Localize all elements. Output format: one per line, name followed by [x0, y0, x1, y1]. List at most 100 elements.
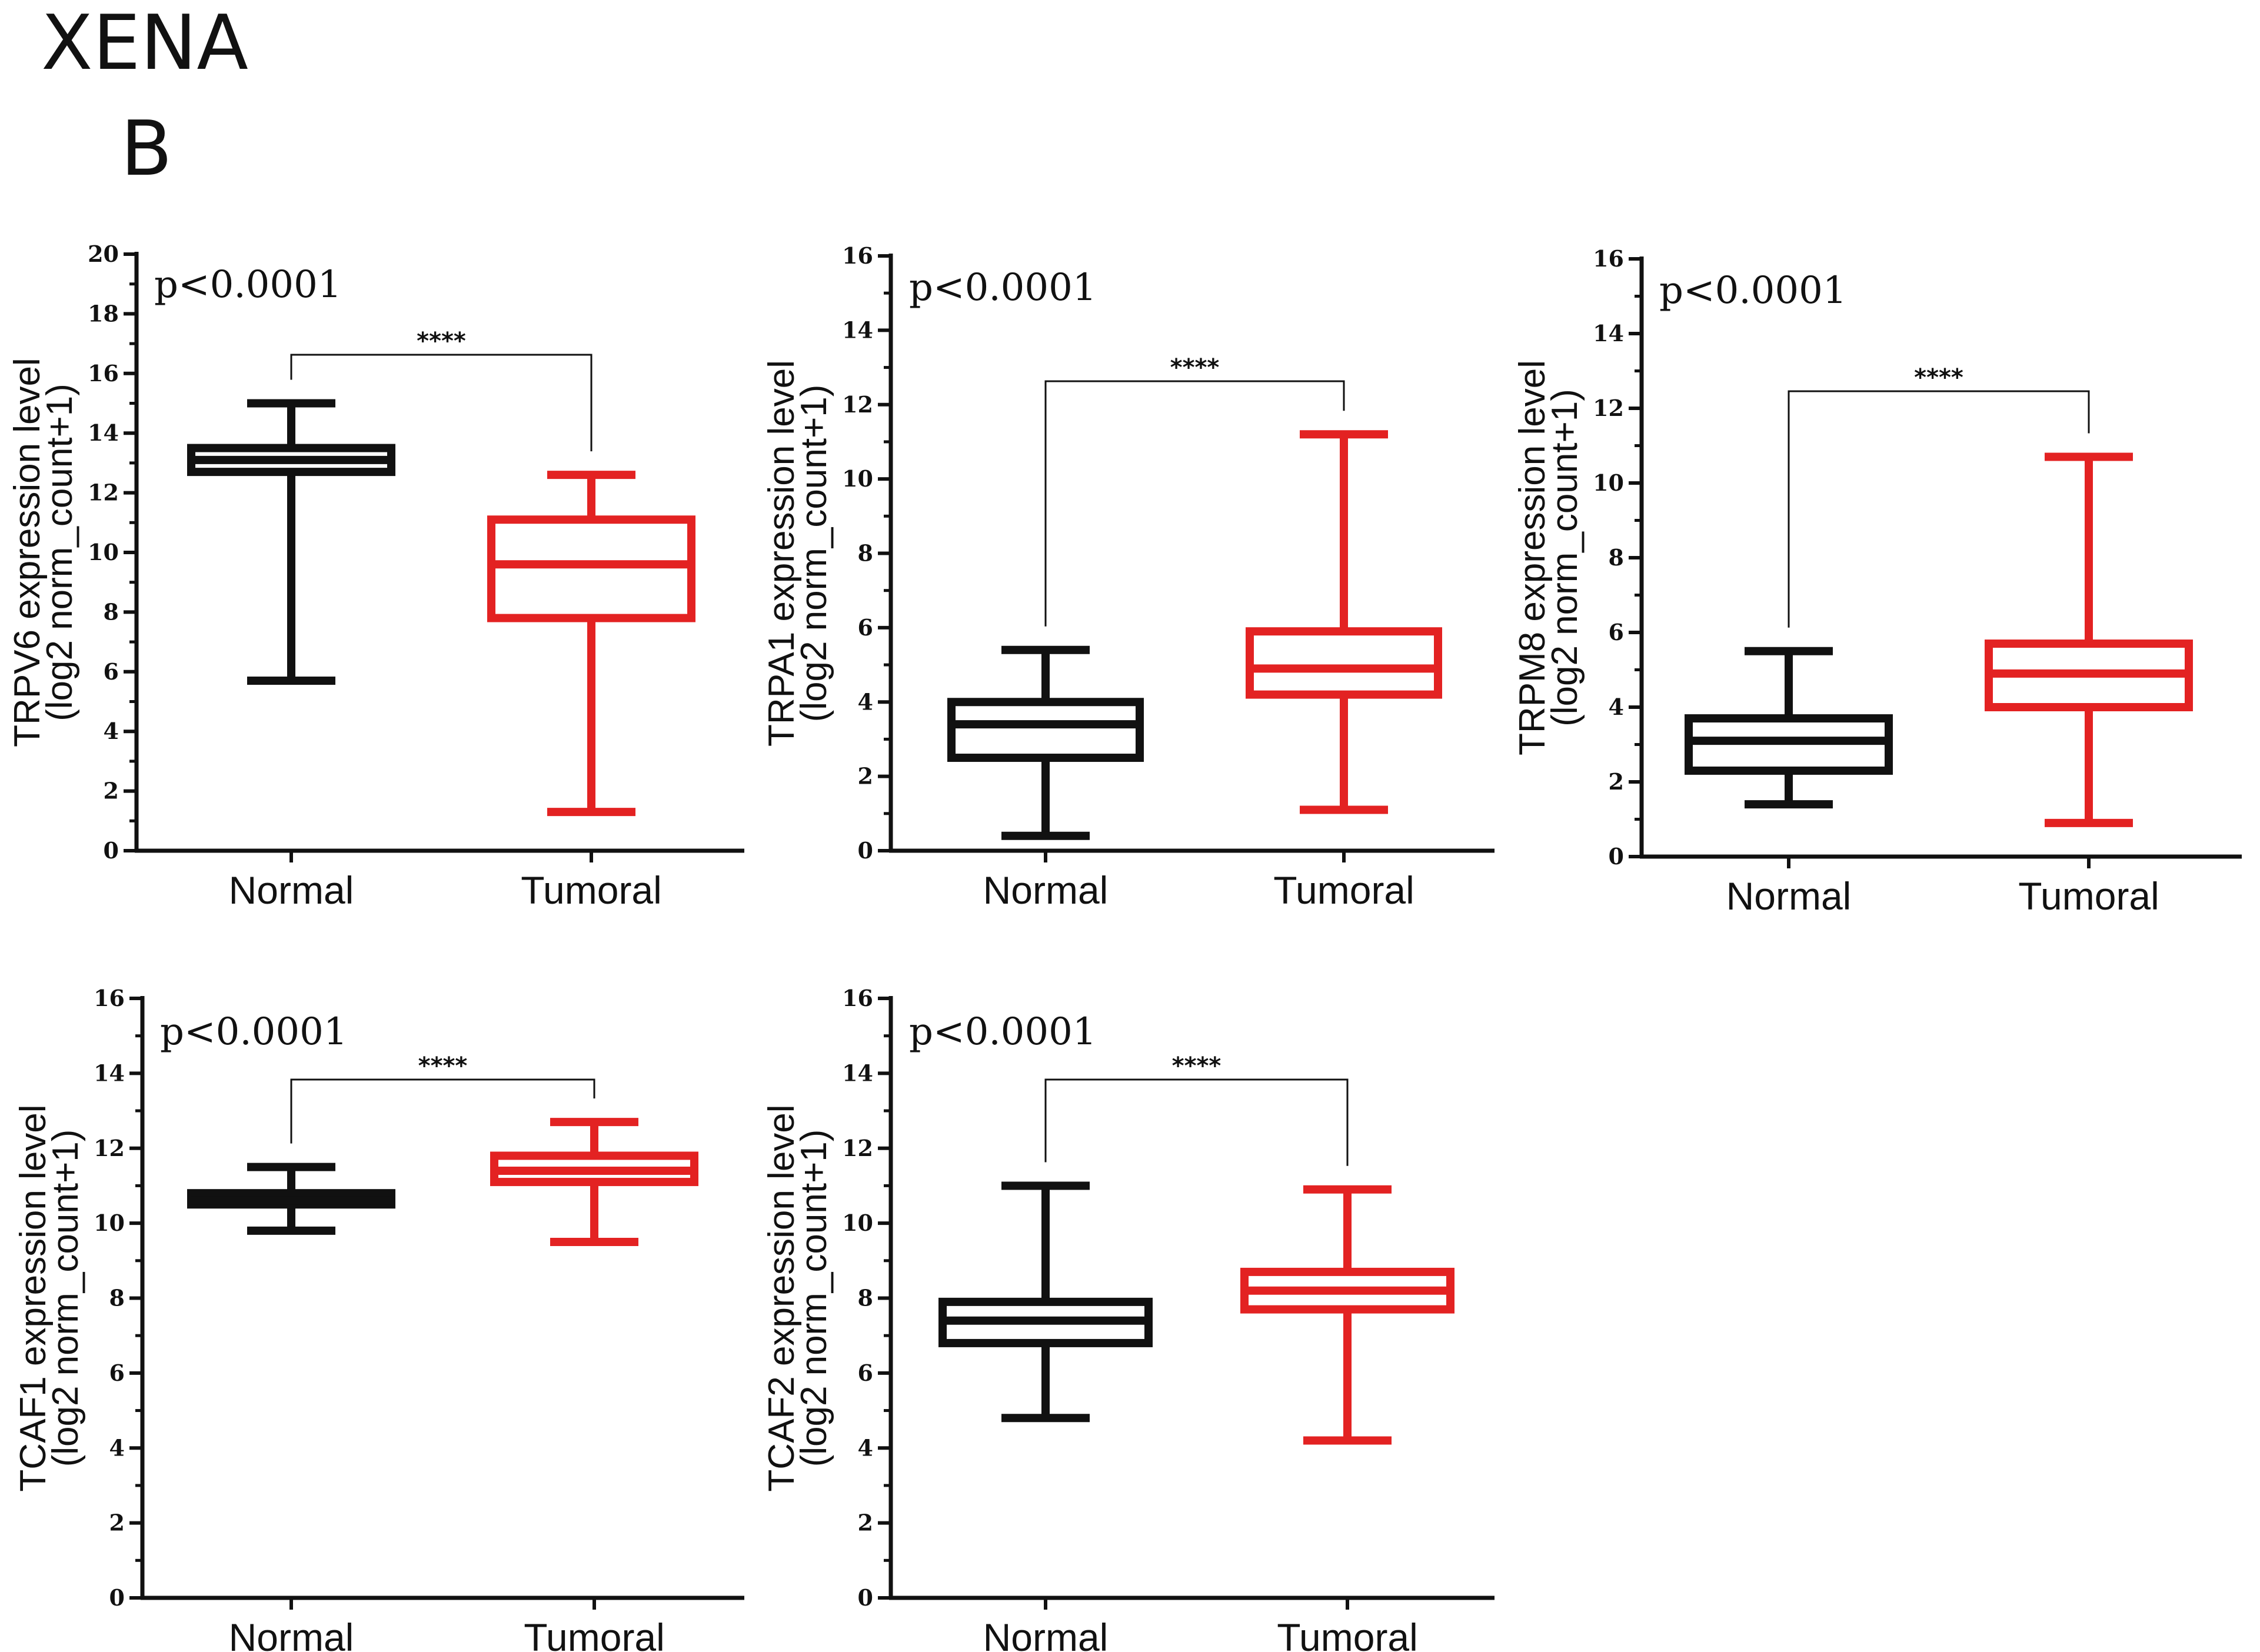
p-value-label: p<0.0001 — [1659, 269, 1847, 312]
x-tick-label-normal: Normal — [229, 868, 354, 912]
significance-bracket — [1788, 390, 2090, 628]
y-tick-label: 2 — [1609, 768, 1624, 795]
box-tumoral — [1240, 1185, 1454, 1445]
box-tumoral — [490, 1118, 698, 1246]
box-normal — [187, 399, 395, 685]
y-axis-title: TRPA1 expression level — [761, 360, 802, 747]
y-tick-label: 0 — [858, 1584, 873, 1611]
y-tick-label: 10 — [94, 1210, 125, 1236]
y-tick-label: 6 — [104, 658, 119, 685]
box-normal — [1685, 647, 1893, 809]
y-tick-label: 8 — [104, 598, 119, 625]
y-tick-label: 10 — [88, 539, 119, 565]
chart-panel-trpa1: 0 2 4 6 8 10 12 14 16 Normal Tumoral TRPA1 expressi… — [761, 242, 1495, 912]
significance-stars: **** — [1172, 1053, 1221, 1080]
box-tumoral — [487, 471, 695, 817]
y-tick-label: 8 — [858, 540, 873, 567]
x-tick-label-normal: Normal — [1726, 874, 1852, 918]
significance-stars: **** — [418, 1053, 468, 1080]
box-iqr — [487, 515, 695, 622]
y-axis-subtitle: (log2 norm_count+1) — [45, 1130, 86, 1467]
significance-bracket — [290, 1078, 595, 1144]
figure-title: XENA — [41, 0, 248, 87]
box-iqr — [1246, 627, 1442, 699]
significance-bracket — [290, 354, 593, 452]
significance-bracket — [1044, 380, 1345, 627]
y-tick-label: 2 — [104, 778, 119, 804]
x-tick-label-tumoral: Tumoral — [2018, 874, 2159, 918]
y-tick-label: 6 — [1609, 619, 1624, 645]
x-tick-label-tumoral: Tumoral — [524, 1616, 665, 1652]
significance-stars: **** — [1170, 354, 1220, 381]
y-axis-title: TRPV6 expression level — [7, 358, 48, 747]
x-tick-label-normal: Normal — [229, 1616, 354, 1652]
y-tick-label: 8 — [1609, 544, 1624, 571]
y-axis-title: TCAF1 expression level — [13, 1104, 54, 1491]
y-tick-label: 2 — [858, 1510, 873, 1536]
y-tick-label: 0 — [858, 837, 873, 864]
y-tick-label: 4 — [109, 1434, 125, 1461]
p-value-label: p<0.0001 — [154, 263, 342, 307]
y-axis-title: TRPM8 expression level — [1512, 360, 1553, 755]
box-normal — [947, 645, 1144, 840]
y-tick-label: 0 — [1609, 843, 1624, 870]
y-tick-label: 8 — [109, 1285, 125, 1311]
y-tick-label: 10 — [1593, 469, 1624, 496]
significance-bracket — [1044, 1078, 1349, 1166]
y-tick-label: 12 — [842, 391, 873, 418]
y-tick-label: 8 — [858, 1285, 873, 1311]
y-tick-label: 12 — [842, 1135, 873, 1161]
p-value-label: p<0.0001 — [909, 266, 1097, 309]
y-tick-label: 16 — [842, 242, 873, 269]
significance-stars: **** — [417, 328, 466, 355]
y-tick-label: 12 — [88, 479, 119, 506]
panel-label: B — [121, 105, 172, 193]
box-tumoral — [1246, 430, 1442, 814]
chart-panel-tcaf1: 0 2 4 6 8 10 12 14 16 Normal Tumoral TCAF1 expressi… — [13, 985, 744, 1652]
y-tick-label: 6 — [858, 1360, 873, 1386]
y-tick-label: 12 — [1593, 395, 1624, 421]
y-axis-subtitle: (log2 norm_count+1) — [794, 1130, 834, 1467]
y-tick-label: 16 — [94, 985, 125, 1011]
box-normal — [187, 1163, 395, 1235]
p-value-label: p<0.0001 — [160, 1010, 348, 1054]
chart-panel-tcaf2: 0 2 4 6 8 10 12 14 16 Normal Tumoral TCAF2 expressi… — [761, 985, 1495, 1652]
x-tick-label-normal: Normal — [983, 1616, 1109, 1652]
y-tick-label: 14 — [842, 317, 873, 343]
y-axis-title: TCAF2 expression level — [761, 1104, 802, 1491]
chart-panel-trpm8: 0 2 4 6 8 10 12 14 16 Normal Tumoral TRPM8 expressi… — [1512, 245, 2242, 918]
x-tick-label-tumoral: Tumoral — [521, 868, 662, 912]
y-axis-subtitle: (log2 norm_count+1) — [1545, 389, 1585, 727]
box-normal — [938, 1181, 1153, 1423]
y-tick-label: 10 — [842, 1210, 873, 1236]
y-tick-label: 2 — [109, 1510, 125, 1536]
chart-panel-trpv6: 0 2 4 6 8 10 12 14 16 18 20 Normal Tumoral TRPV6 expr… — [7, 241, 744, 912]
y-tick-label: 0 — [104, 837, 119, 864]
y-tick-label: 18 — [88, 300, 119, 327]
y-tick-label: 16 — [842, 985, 873, 1011]
y-tick-label: 16 — [1593, 245, 1624, 272]
x-tick-label-tumoral: Tumoral — [1273, 868, 1414, 912]
y-tick-label: 16 — [88, 360, 119, 387]
y-tick-label: 0 — [109, 1584, 125, 1611]
y-tick-label: 4 — [104, 718, 119, 744]
x-tick-label-tumoral: Tumoral — [1277, 1616, 1418, 1652]
y-tick-label: 20 — [88, 241, 119, 267]
p-value-label: p<0.0001 — [909, 1010, 1097, 1054]
x-tick-label-normal: Normal — [983, 868, 1109, 912]
y-tick-label: 12 — [94, 1135, 125, 1161]
y-tick-label: 14 — [88, 419, 119, 446]
box-iqr — [947, 698, 1144, 762]
significance-stars: **** — [1914, 364, 1963, 391]
y-tick-label: 2 — [858, 763, 873, 790]
y-tick-label: 14 — [842, 1060, 873, 1086]
y-tick-label: 14 — [94, 1060, 125, 1086]
y-tick-label: 6 — [858, 614, 873, 641]
y-tick-label: 4 — [858, 688, 873, 715]
y-tick-label: 4 — [858, 1434, 873, 1461]
y-tick-label: 6 — [109, 1360, 125, 1386]
y-tick-label: 14 — [1593, 320, 1624, 347]
y-tick-label: 10 — [842, 465, 873, 492]
box-tumoral — [1985, 452, 2193, 827]
